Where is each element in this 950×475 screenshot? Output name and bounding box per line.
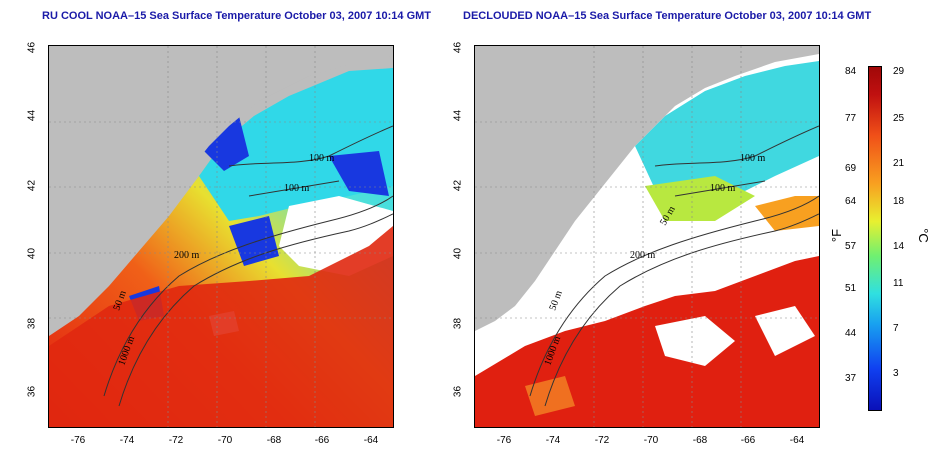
- x-tick-left: -70: [217, 435, 233, 446]
- left-map-panel: 100 m 100 m 200 m 50 m 1000 m: [48, 45, 394, 428]
- x-tick-left: -66: [314, 435, 330, 446]
- depth-contour: [248, 180, 340, 197]
- x-tick-right: -70: [643, 435, 659, 446]
- celsius-unit-label: °C: [915, 228, 931, 243]
- depth-contour: [544, 213, 819, 407]
- fahrenheit-tick: 51: [845, 283, 857, 294]
- y-tick-right: 40: [452, 247, 464, 260]
- cloud-area: [655, 316, 735, 366]
- celsius-tick: 3: [893, 368, 899, 379]
- celsius-tick: 25: [893, 113, 905, 124]
- cloud-area: [755, 306, 815, 356]
- x-tick-left: -76: [70, 435, 86, 446]
- fahrenheit-tick: 84: [845, 66, 857, 77]
- right-map-canvas: 100 m 100 m 50 m 200 m 50 m 1000 m: [475, 46, 819, 427]
- y-tick-left: 36: [26, 385, 38, 398]
- x-tick-left: -68: [266, 435, 282, 446]
- celsius-tick: 14: [893, 241, 905, 252]
- y-tick-right: 44: [452, 109, 464, 122]
- y-tick-right: 38: [452, 317, 464, 330]
- celsius-tick: 7: [893, 323, 899, 334]
- temperature-colorbar: [868, 66, 882, 411]
- fahrenheit-unit-label: °F: [829, 228, 845, 243]
- right-map-panel: 100 m 100 m 50 m 200 m 50 m 1000 m: [474, 45, 820, 428]
- y-tick-left: 44: [26, 109, 38, 122]
- fahrenheit-tick: 37: [845, 373, 857, 384]
- gulf-of-maine-cool-water: [635, 61, 819, 211]
- depth-contour: [118, 213, 393, 407]
- x-tick-left: -64: [363, 435, 379, 446]
- cold-patch: [229, 216, 279, 266]
- x-tick-right: -64: [789, 435, 805, 446]
- contour-label: 100 m: [309, 153, 335, 164]
- contour-label: 100 m: [740, 153, 766, 164]
- graticule: [475, 46, 819, 427]
- depth-contour: [654, 125, 819, 167]
- warm-water: [49, 226, 393, 427]
- right-map-title: DECLOUDED NOAA–15 Sea Surface Temperatur…: [463, 10, 872, 22]
- coastline: [49, 46, 393, 321]
- contour-label: 100 m: [710, 183, 736, 194]
- x-tick-right: -72: [594, 435, 610, 446]
- x-tick-right: -68: [692, 435, 708, 446]
- celsius-tick: 21: [893, 158, 905, 169]
- left-map-canvas: 100 m 100 m 200 m 50 m 1000 m: [49, 46, 393, 427]
- celsius-tick: 29: [893, 66, 905, 77]
- y-tick-right: 42: [452, 179, 464, 192]
- y-tick-left: 40: [26, 247, 38, 260]
- fahrenheit-tick: 77: [845, 113, 857, 124]
- y-tick-left: 38: [26, 317, 38, 330]
- y-tick-left: 42: [26, 179, 38, 192]
- y-tick-right: 46: [452, 41, 464, 54]
- contour-label: 200 m: [174, 250, 200, 261]
- y-tick-left: 46: [26, 41, 38, 54]
- coastal-water: [525, 376, 575, 416]
- x-tick-right: -66: [740, 435, 756, 446]
- fahrenheit-tick: 57: [845, 241, 857, 252]
- depth-contour: [674, 180, 766, 197]
- contour-label: 100 m: [284, 183, 310, 194]
- contour-label: 200 m: [630, 250, 656, 261]
- x-tick-right: -74: [545, 435, 561, 446]
- coastline: [475, 46, 819, 331]
- celsius-tick: 11: [893, 278, 904, 289]
- depth-contour: [228, 125, 393, 167]
- cold-patch: [329, 151, 389, 196]
- y-tick-right: 36: [452, 385, 464, 398]
- x-tick-left: -74: [119, 435, 135, 446]
- celsius-tick: 18: [893, 196, 905, 207]
- x-tick-left: -72: [168, 435, 184, 446]
- fahrenheit-tick: 44: [845, 328, 857, 339]
- graticule: [49, 46, 393, 427]
- fahrenheit-tick: 64: [845, 196, 857, 207]
- left-map-title: RU COOL NOAA–15 Sea Surface Temperature …: [42, 10, 432, 22]
- fahrenheit-tick: 69: [845, 163, 857, 174]
- x-tick-right: -76: [496, 435, 512, 446]
